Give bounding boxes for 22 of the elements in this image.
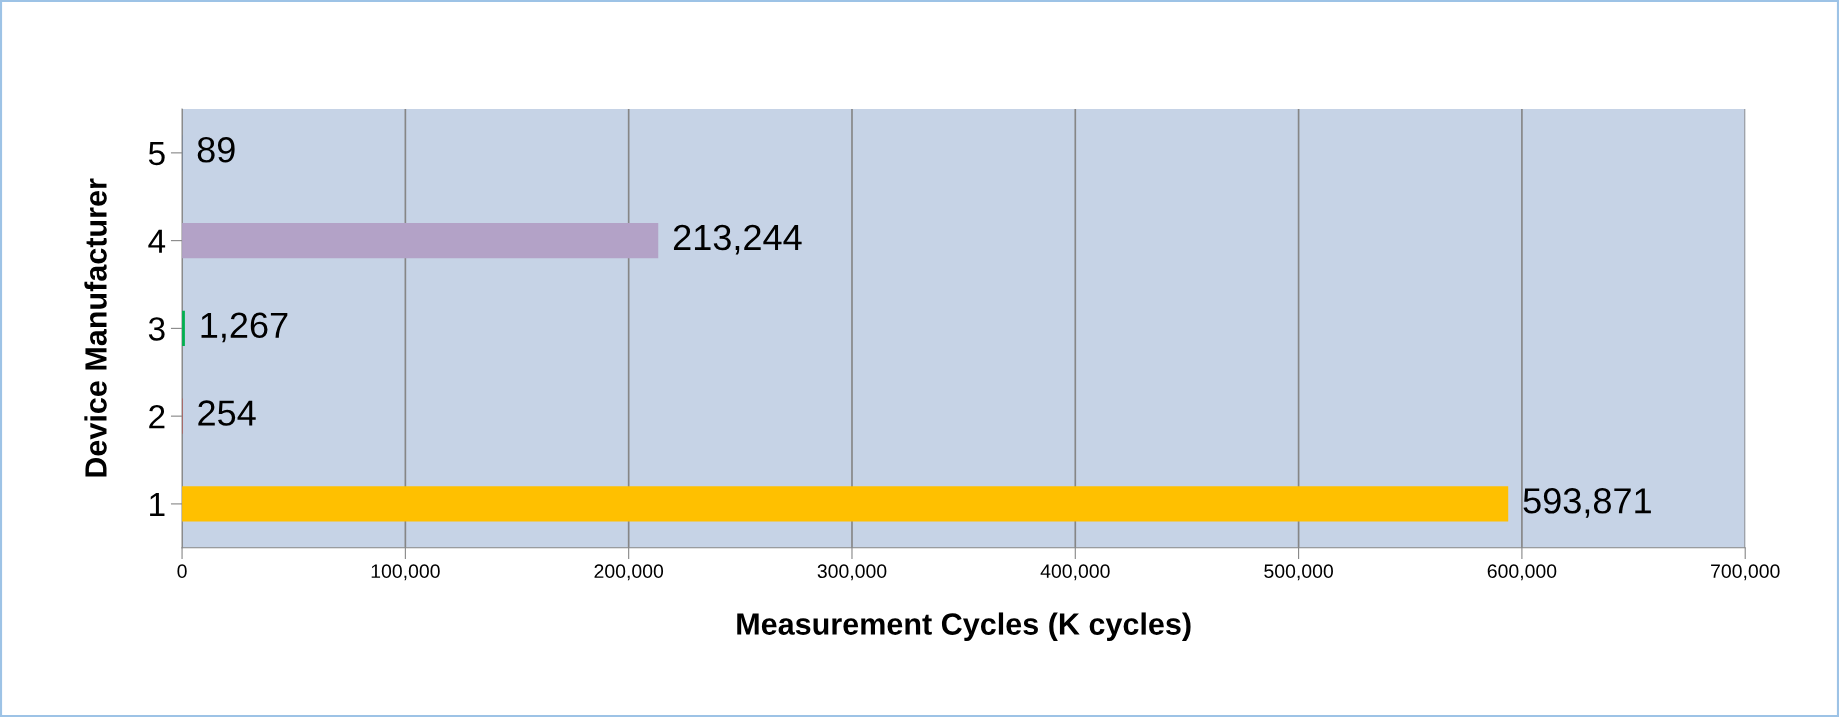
- bar: [182, 486, 1509, 522]
- y-tick-label: 1: [150, 493, 165, 516]
- y-tick-label: 4: [148, 229, 166, 253]
- data-label: 213,244: [673, 224, 802, 255]
- y-tick-label: 3: [148, 317, 165, 341]
- x-axis-title: Measurement Cycles (K cycles): [737, 612, 1191, 641]
- y-tick-label: 5: [148, 142, 165, 166]
- x-tick-label: 0: [177, 564, 187, 579]
- data-label: 1,267: [201, 312, 288, 343]
- data-label: 254: [198, 400, 256, 426]
- x-tick-label: 100,000: [371, 564, 440, 581]
- x-tick-label: 400,000: [1040, 564, 1110, 581]
- y-axis-title: Device Manufacturer: [84, 178, 107, 477]
- x-tick-label: 200,000: [594, 564, 664, 581]
- x-tick-label: 700,000: [1711, 564, 1780, 581]
- x-tick-label: 500,000: [1264, 564, 1333, 581]
- data-label: 593,871: [1523, 488, 1651, 518]
- x-tick-label: 600,000: [1487, 564, 1557, 581]
- data-label: 89: [197, 136, 235, 163]
- bar: [182, 223, 659, 259]
- x-tick-label: 300,000: [817, 564, 887, 581]
- y-tick-label: 2: [149, 404, 165, 429]
